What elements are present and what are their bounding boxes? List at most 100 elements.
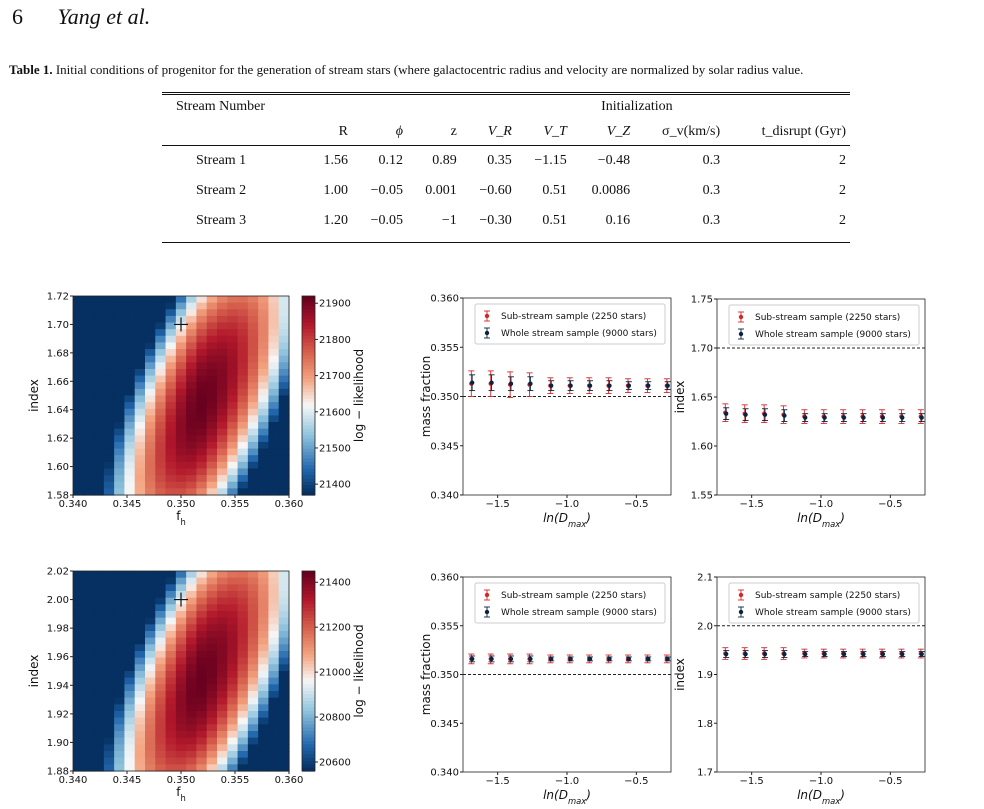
heatmap-cell [278, 368, 290, 377]
heatmap-cell [134, 571, 146, 579]
heatmap-cell [186, 611, 198, 619]
heatmap-cell [186, 296, 198, 304]
table-cell: 2 [839, 183, 846, 198]
heatmap-cell [134, 591, 146, 599]
heatmap-cell [134, 624, 146, 632]
y-axis-label: index [673, 381, 687, 414]
data-point [586, 383, 592, 388]
heatmap-cell [206, 617, 218, 625]
colorbar-step [302, 674, 315, 679]
heatmap-cell [93, 302, 105, 310]
heatmap-cell [103, 604, 115, 612]
legend-marker [738, 609, 744, 615]
heatmap-cell [268, 597, 280, 605]
table-cell: −0.30 [460, 206, 516, 243]
data-point [508, 656, 514, 662]
heatmap-cell [103, 597, 115, 605]
y-tick-label: 1.60 [47, 462, 69, 473]
heatmap-cell [155, 395, 167, 403]
heatmap-cell [278, 651, 290, 659]
heatmap-cell [268, 368, 280, 377]
colorbar-step [302, 744, 315, 749]
heatmap-cell [155, 704, 167, 712]
heatmap-cell [155, 428, 167, 436]
heatmap-cell [93, 395, 105, 403]
heatmap-cell [93, 617, 105, 625]
heatmap-cell [268, 644, 280, 652]
colorbar-step [302, 644, 315, 649]
heatmap-cell [196, 375, 208, 383]
heatmap-cell [227, 481, 239, 489]
heatmap-cell [124, 624, 136, 632]
heatmap-cell [93, 481, 105, 489]
heatmap-cell [175, 408, 187, 416]
heatmap-cell [155, 677, 167, 685]
heatmap-cell [258, 731, 270, 739]
heatmap-cell [206, 382, 218, 390]
heatmap-cell [83, 395, 95, 403]
heatmap-cell [268, 637, 280, 645]
heatmap-cell [103, 415, 115, 423]
data-point [469, 656, 474, 662]
heatmap-cell [83, 402, 95, 410]
heatmap-cell [217, 395, 228, 403]
y-axis-label: mass fraction [419, 356, 433, 437]
heatmap-cell [134, 422, 146, 430]
colorbar-step [302, 445, 315, 450]
heatmap-cell [186, 402, 198, 410]
heatmap-cell [217, 375, 228, 383]
heatmap-cell [268, 296, 280, 304]
colorbar-step [302, 375, 315, 380]
heatmap-cell [124, 441, 136, 450]
x-tick-label: −1.5 [486, 776, 510, 787]
x-tick-label: −0.5 [624, 499, 648, 510]
heatmap-cell [258, 697, 270, 705]
heatmap-cell [165, 744, 177, 752]
heatmap-cell [155, 591, 167, 599]
heatmap-cell [258, 415, 270, 423]
heatmap-cell [206, 415, 218, 423]
heatmap-cell [258, 455, 270, 463]
heatmap-cell [114, 571, 126, 579]
heatmap-cell [268, 475, 280, 483]
data-point [742, 651, 747, 656]
heatmap-cell [165, 657, 177, 665]
heatmap-cell [227, 329, 239, 337]
heatmap-cell [217, 362, 228, 370]
heatmap-cell [278, 577, 290, 585]
heatmap-cell [196, 597, 208, 605]
heatmap-cell [175, 422, 187, 430]
heatmap-cell [268, 731, 280, 739]
heatmap-cell [227, 335, 239, 344]
heatmap-cell [278, 597, 290, 605]
colorbar-step [302, 378, 315, 383]
heatmap-cell [134, 584, 146, 592]
colorbar-step [302, 388, 315, 393]
colorbar-step [302, 352, 315, 357]
heatmap-cell [124, 362, 136, 370]
heatmap-cell [278, 697, 290, 705]
heatmap-cell [237, 637, 249, 645]
heatmap-cell [124, 349, 136, 357]
heatmap-cell [83, 342, 95, 350]
data-point [664, 656, 670, 662]
heatmap-cell [114, 617, 126, 625]
heatmap-cell [124, 651, 136, 659]
colorbar-step [302, 309, 315, 314]
heatmap-cell [83, 302, 95, 310]
heatmap-cell [134, 651, 146, 659]
heatmap-cell [134, 697, 146, 705]
heatmap-cell [93, 724, 105, 732]
heatmap-cell [237, 717, 249, 725]
heatmap-cell [206, 408, 218, 416]
heatmap-cell [93, 584, 105, 592]
heatmap-cell [114, 302, 126, 310]
heatmap-cell [114, 355, 126, 363]
colorbar-tick-label: 21400 [319, 480, 351, 491]
colorbar-step [302, 714, 315, 719]
heatmap-cell [196, 697, 208, 705]
heatmap-cell [227, 651, 239, 659]
data-point [645, 656, 650, 662]
colorbar-step [302, 614, 315, 619]
heatmap-cell [103, 671, 115, 679]
